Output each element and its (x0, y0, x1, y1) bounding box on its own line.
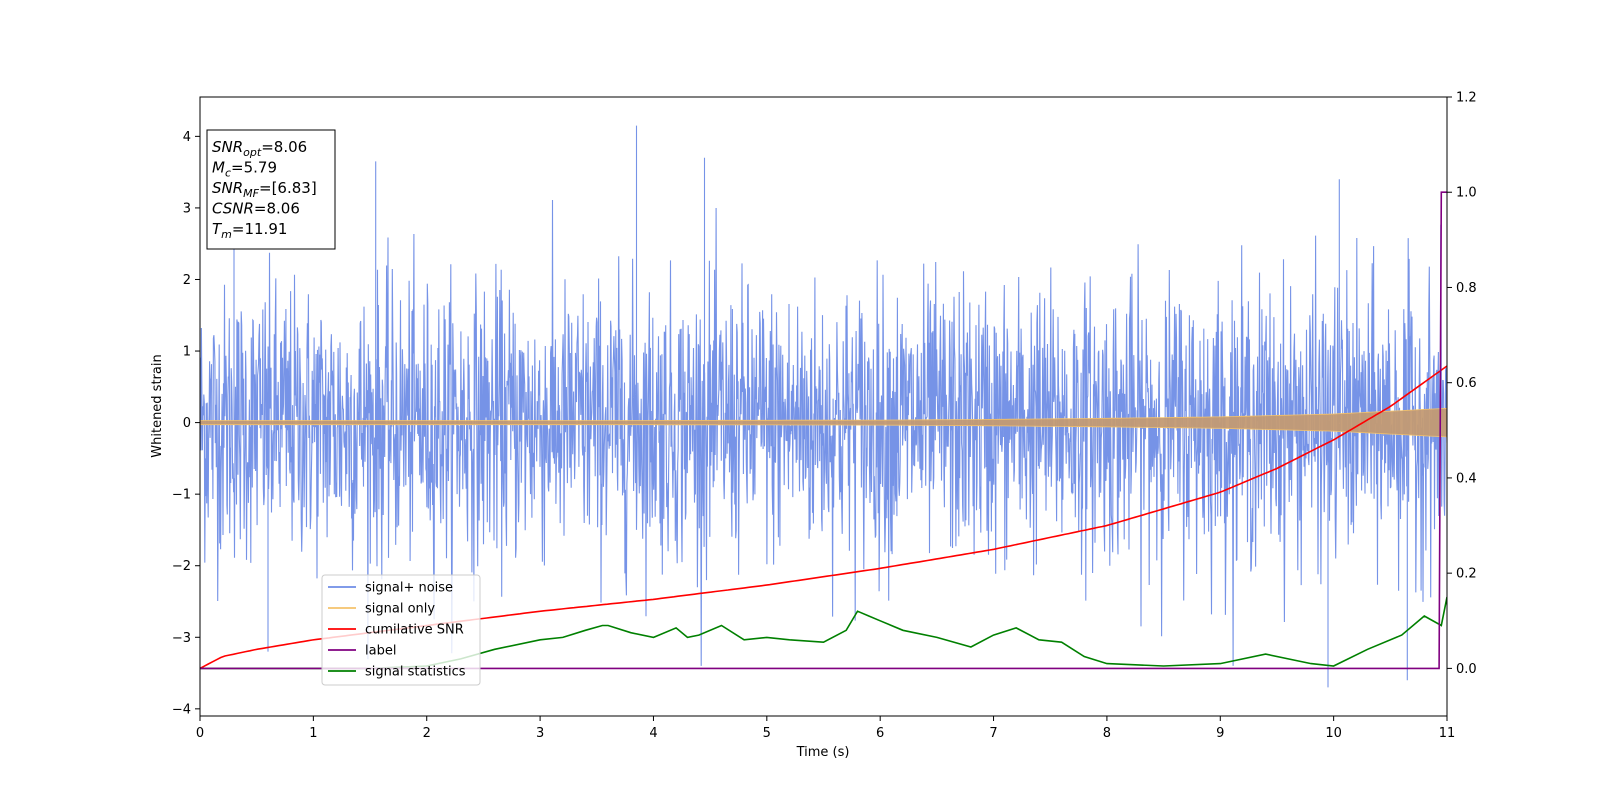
legend: signal+ noise signal only cumilative SNR la… (321, 574, 481, 686)
y-right-tick-label: 0.8 (1456, 281, 1477, 296)
x-tick-label: 7 (989, 726, 997, 741)
plot-frame (199, 96, 1448, 717)
y-left-tick-label: −4 (172, 702, 191, 717)
y-right-tick-label: 0.2 (1456, 567, 1477, 582)
info-line: Mc=5.79 (212, 159, 277, 180)
y-axis-label: Whitened strain (150, 354, 165, 457)
x-tick-label: 8 (1103, 726, 1111, 741)
y-left-tick-label: −3 (172, 631, 191, 646)
info-line: SNRopt=8.06 (212, 138, 307, 159)
series-signal-only (200, 407, 1447, 438)
series-signal-noise (200, 125, 1447, 688)
legend-label: signal+ noise (365, 581, 453, 596)
x-axis-label: Time (s) (796, 745, 850, 760)
series-label (200, 191, 1447, 670)
y-left-tick-label: −2 (172, 559, 191, 574)
y-axis-left: −4 −3 −2 −1 0 1 2 3 4 (172, 130, 200, 717)
series-signal-statistics (200, 596, 1447, 670)
x-tick-label: 5 (763, 726, 771, 741)
y-right-tick-label: 0.4 (1456, 471, 1477, 486)
x-tick-label: 11 (1439, 726, 1456, 741)
x-tick-label: 9 (1216, 726, 1224, 741)
info-line: SNRMF=[6.83] (212, 179, 317, 200)
y-left-tick-label: −1 (172, 488, 191, 503)
y-left-tick-label: 3 (183, 201, 191, 216)
legend-label: label (365, 644, 396, 659)
y-right-tick-label: 1.0 (1456, 186, 1477, 201)
x-tick-label: 4 (649, 726, 657, 741)
y-right-tick-label: 0.0 (1456, 662, 1477, 677)
y-right-tick-label: 0.6 (1456, 376, 1477, 391)
x-tick-label: 2 (423, 726, 431, 741)
legend-label: signal statistics (365, 665, 466, 680)
y-left-tick-label: 2 (183, 273, 191, 288)
x-tick-label: 3 (536, 726, 544, 741)
x-axis: 0 1 2 3 4 5 6 7 8 9 10 11 (196, 716, 1455, 741)
y-left-tick-label: 1 (183, 345, 191, 360)
x-tick-label: 0 (196, 726, 204, 741)
x-tick-label: 10 (1325, 726, 1342, 741)
legend-label: cumilative SNR (365, 623, 464, 638)
info-box-frame (206, 129, 336, 250)
x-tick-label: 1 (309, 726, 317, 741)
info-line: Tm=11.91 (212, 220, 287, 241)
x-tick-label: 6 (876, 726, 884, 741)
info-line: CSNR=8.06 (212, 200, 300, 218)
legend-frame (321, 574, 481, 686)
legend-label: signal only (365, 602, 435, 617)
y-left-tick-label: 0 (183, 416, 191, 431)
y-left-tick-label: 4 (183, 130, 191, 145)
y-right-tick-label: 1.2 (1456, 91, 1477, 106)
y-axis-right: 0.0 0.2 0.4 0.6 0.8 1.0 1.2 (1447, 91, 1477, 677)
